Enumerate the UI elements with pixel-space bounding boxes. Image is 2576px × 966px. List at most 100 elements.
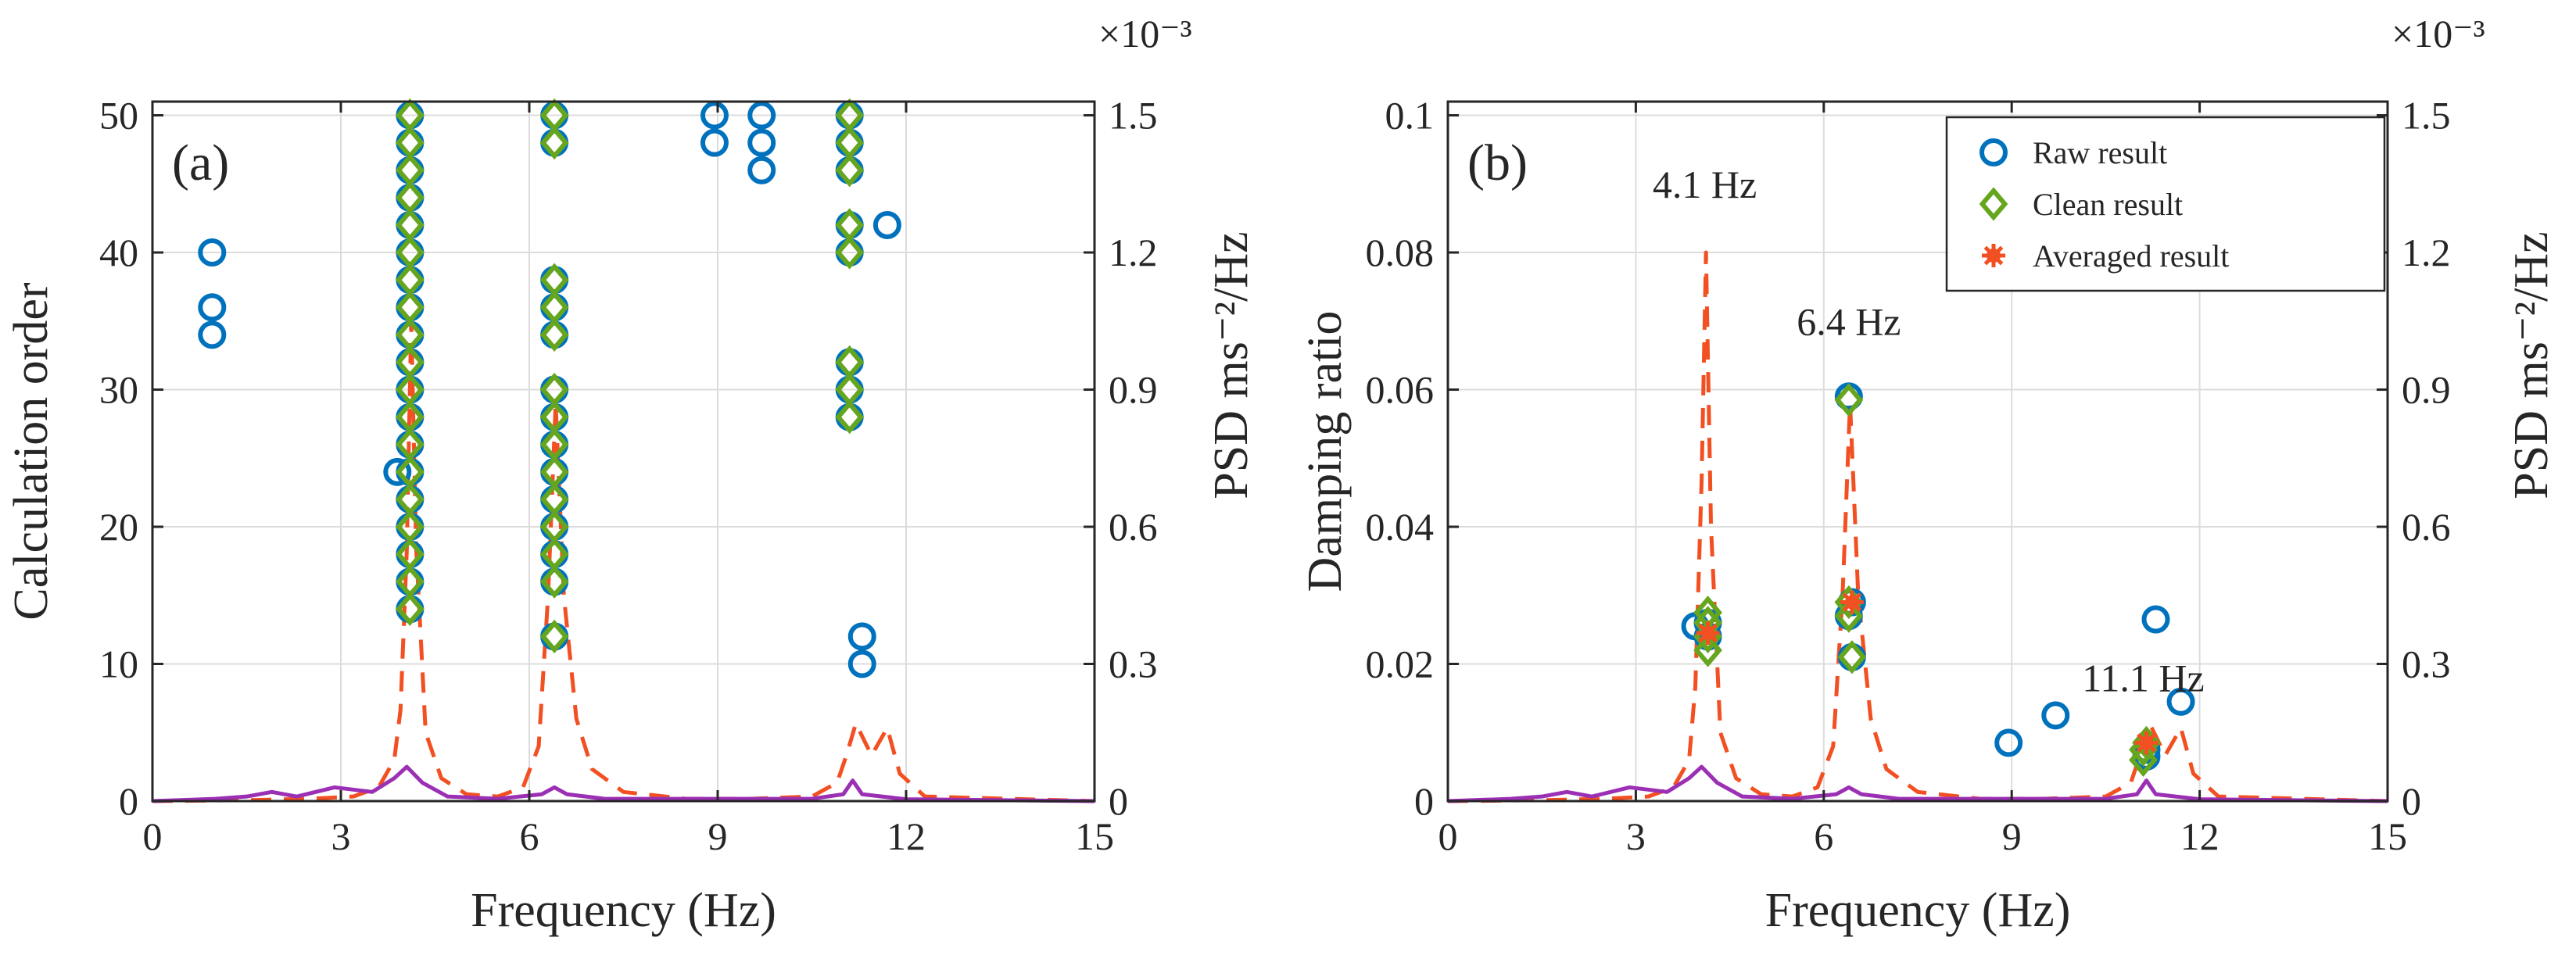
panel-b: 0 3 6 9 12 1500.020.040.060.080.100.30.60.91.… [1299, 12, 2558, 937]
x-tick-label: 15 [2368, 814, 2407, 858]
right-axis-exponent: ×10⁻³ [2391, 12, 2485, 55]
clean-result-marker [395, 372, 425, 407]
averaged-result-marker-ray [2137, 733, 2156, 753]
raw-result-marker [872, 210, 901, 239]
clean-result-marker [539, 290, 569, 324]
y-right-tick-label: 0.3 [1109, 642, 1158, 686]
clean-result-marker [835, 98, 865, 133]
clean-result-marker [395, 235, 425, 270]
y-tick-label: 20 [99, 505, 138, 549]
legend-label: Raw result [2033, 135, 2167, 170]
y-right-tick-label: 0.9 [2402, 368, 2451, 412]
clean-result-marker [395, 317, 425, 352]
x-axis-label: Frequency (Hz) [471, 884, 776, 937]
averaged-result-marker-ray [1842, 592, 1862, 612]
clean-result-marker [1834, 599, 1864, 633]
x-tick-label: 0 [1438, 814, 1458, 858]
y-tick-label: 0.08 [1366, 231, 1435, 274]
raw-result-marker [396, 266, 425, 295]
y-right-tick-label: 0 [2402, 779, 2421, 823]
clean-result-marker [395, 181, 425, 215]
raw-result-marker [396, 210, 425, 239]
raw-result-marker [540, 128, 569, 157]
clean-result-marker [539, 537, 569, 571]
clean-result-marker [395, 428, 425, 462]
panel-label: (b) [1467, 134, 1528, 191]
y-right-tick-label: 1.2 [2402, 231, 2451, 274]
raw-result-marker [835, 348, 864, 377]
legend-marker-diamond [1979, 187, 2008, 221]
x-tick-label: 3 [331, 814, 351, 858]
y-right-tick-label: 1.5 [1109, 94, 1158, 138]
x-tick-label: 6 [520, 814, 539, 858]
raw-result-marker [700, 128, 729, 157]
y-right-tick-label: 0.9 [1109, 368, 1158, 412]
legend-box [1945, 116, 2386, 292]
x-tick-label: 0 [143, 814, 163, 858]
clean-result-marker [539, 482, 569, 517]
raw-result-marker [540, 266, 569, 295]
y-right-tick-label: 0.6 [1109, 505, 1158, 549]
clean-result-marker [395, 564, 425, 599]
clean-result-marker [395, 455, 425, 489]
x-axis-label: Frequency (Hz) [1765, 884, 2071, 937]
y-tick-label: 50 [99, 94, 138, 138]
raw-result-marker [396, 293, 425, 322]
y-right-axis-label: PSD ms⁻²/Hz [2505, 231, 2558, 499]
clean-result-marker [395, 98, 425, 133]
clean-result-marker [395, 510, 425, 544]
clean-result-marker [539, 428, 569, 462]
raw-result-marker [540, 320, 569, 349]
raw-result-marker [198, 238, 227, 267]
x-tick-label: 6 [1814, 814, 1833, 858]
averaged-result-marker-ray [1698, 623, 1718, 643]
raw-result-marker [2041, 701, 2070, 730]
raw-result-marker [396, 156, 425, 184]
legend-marker-asterisk [1982, 244, 2005, 267]
x-tick-label: 12 [2180, 814, 2220, 858]
raw-result-marker [2166, 687, 2195, 716]
averaged-result-marker [1696, 621, 1720, 646]
y-right-tick-label: 0.6 [2402, 505, 2451, 549]
clean-result-marker [395, 592, 425, 626]
clean-result-marker [395, 290, 425, 324]
clean-result-marker [835, 153, 865, 188]
y-right-axis-label: PSD ms⁻²/Hz [1205, 231, 1258, 499]
clean-result-marker [395, 208, 425, 242]
clean-result-marker [395, 399, 425, 435]
x-tick-label: 9 [708, 814, 728, 858]
averaged-result-marker [1840, 590, 1864, 614]
clean-result-marker [395, 126, 425, 160]
y-right-tick-label: 1.2 [1109, 231, 1158, 274]
raw-result-marker [540, 293, 569, 322]
x-tick-label: 9 [2002, 814, 2022, 858]
clean-result-marker [395, 482, 425, 517]
raw-result-marker [396, 128, 425, 157]
clean-result-marker [2132, 725, 2161, 760]
y-tick-label: 0.02 [1366, 642, 1435, 686]
clean-result-marker [1837, 640, 1867, 674]
raw-result-marker [540, 622, 569, 651]
raw-result-marker [835, 128, 864, 157]
raw-result-marker [747, 156, 776, 184]
axes-box [1446, 100, 2389, 803]
clean-result-marker [1693, 633, 1722, 667]
clean-result-marker [539, 372, 569, 407]
clean-result-marker [835, 235, 865, 270]
y-tick-label: 0.06 [1366, 368, 1435, 412]
y-right-tick-label: 0.3 [2402, 642, 2451, 686]
peak-annotation: 6.4 Hz [1797, 299, 1901, 343]
clean-result-marker [835, 372, 865, 407]
psd-solid-line [1447, 764, 2388, 803]
y-tick-label: 40 [99, 231, 138, 274]
legend-label: Averaged result [2033, 238, 2229, 274]
axes-box [151, 100, 1096, 803]
raw-result-marker [540, 485, 569, 513]
raw-result-marker [747, 128, 776, 157]
averaged-result-marker [2134, 731, 2159, 755]
clean-result-marker [395, 263, 425, 297]
y-right-tick-label: 0 [1109, 779, 1128, 823]
raw-result-marker [847, 649, 876, 678]
clean-result-marker [835, 208, 865, 242]
